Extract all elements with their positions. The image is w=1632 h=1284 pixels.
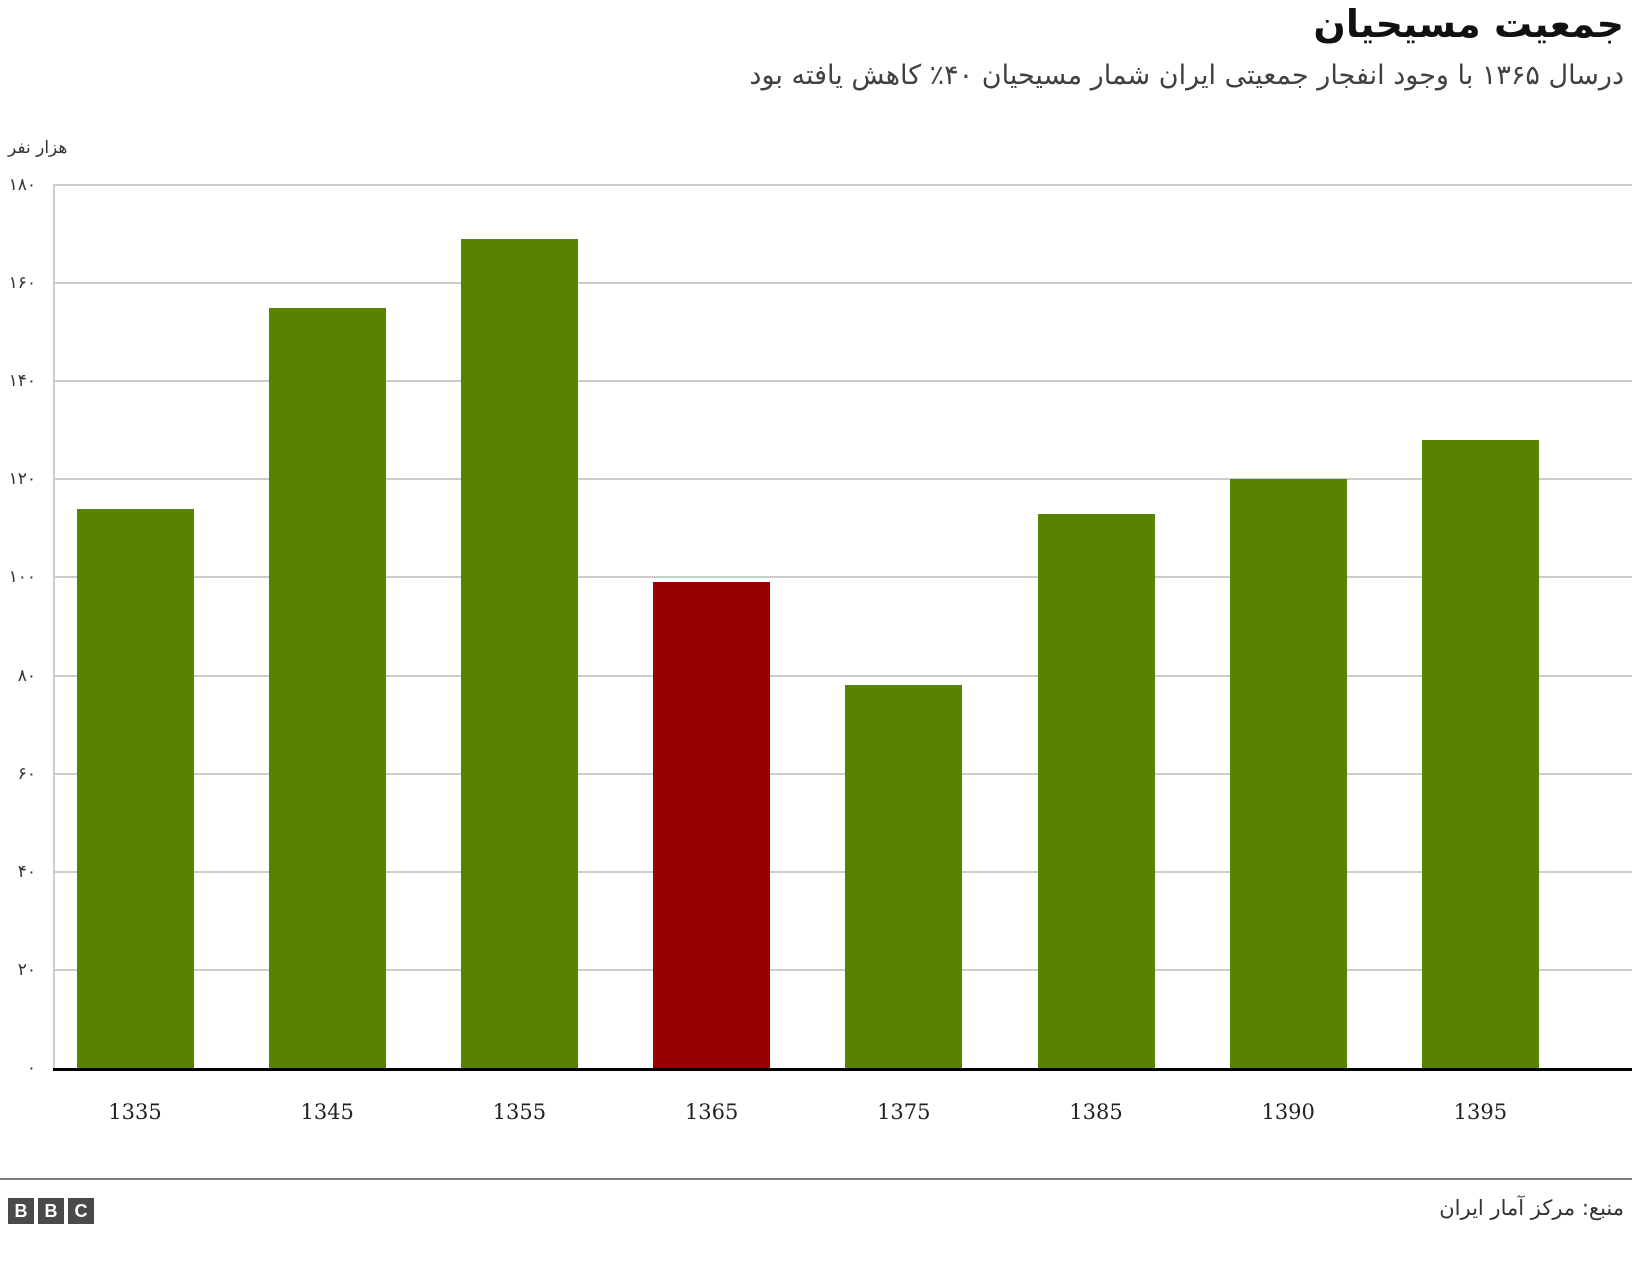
bar-1390[interactable] [1229, 479, 1347, 1068]
bar-1385[interactable] [1037, 513, 1155, 1068]
bbc-logo-letter: C [68, 1198, 94, 1224]
y-tick-label: ۲۰ [17, 959, 36, 980]
bar-1345[interactable] [268, 307, 386, 1068]
gridline [53, 772, 1632, 775]
x-tick-label: 1375 [877, 1100, 931, 1124]
y-axis-line [53, 185, 55, 1068]
gridline [53, 282, 1632, 285]
gridline [53, 478, 1632, 481]
bar-1335[interactable] [76, 508, 194, 1068]
bbc-logo-letter: B [38, 1198, 64, 1224]
source-note: منبع: مرکز آمار ایران [1439, 1196, 1624, 1220]
gridline [53, 576, 1632, 579]
y-tick-label: ۸۰ [17, 665, 36, 686]
y-tick-label: ۱۶۰ [8, 273, 36, 294]
gridline [53, 674, 1632, 677]
bar-1365[interactable] [653, 582, 771, 1068]
x-tick-label: 1365 [684, 1100, 739, 1124]
x-tick-label: 1395 [1453, 1100, 1508, 1124]
chart-subtitle: درسال ۱۳۶۵ با وجود انفجار جمعیتی ایران ش… [749, 60, 1624, 91]
bar-1395[interactable] [1421, 440, 1539, 1068]
bar-1375[interactable] [845, 685, 963, 1068]
plot-area [53, 184, 1632, 1071]
gridline [53, 380, 1632, 383]
gridline [53, 870, 1632, 873]
y-tick-label: ۰ [26, 1058, 36, 1078]
y-tick-label: ۱۲۰ [8, 469, 36, 490]
footer-divider [0, 1178, 1632, 1180]
y-tick-label: ۱۰۰ [8, 567, 36, 588]
x-tick-label: 1335 [108, 1100, 162, 1124]
bar-1355[interactable] [460, 238, 578, 1068]
chart-title: جمعیت مسیحیان [1313, 2, 1624, 46]
y-axis-unit-label: هزار نفر [8, 138, 68, 158]
gridline [53, 184, 1632, 186]
x-axis-baseline [53, 1068, 1632, 1071]
gridline [53, 968, 1632, 971]
x-tick-label: 1390 [1261, 1100, 1315, 1124]
x-tick-label: 1385 [1069, 1100, 1123, 1124]
bbc-logo: B B C [8, 1198, 94, 1224]
y-tick-label: ۶۰ [17, 763, 36, 784]
x-tick-label: 1355 [492, 1100, 547, 1124]
y-tick-label: ۴۰ [17, 861, 36, 882]
x-tick-label: 1345 [300, 1100, 354, 1124]
y-tick-label: ۱۴۰ [8, 371, 36, 392]
bbc-logo-letter: B [8, 1198, 34, 1224]
y-tick-label: ۱۸۰ [8, 175, 36, 195]
